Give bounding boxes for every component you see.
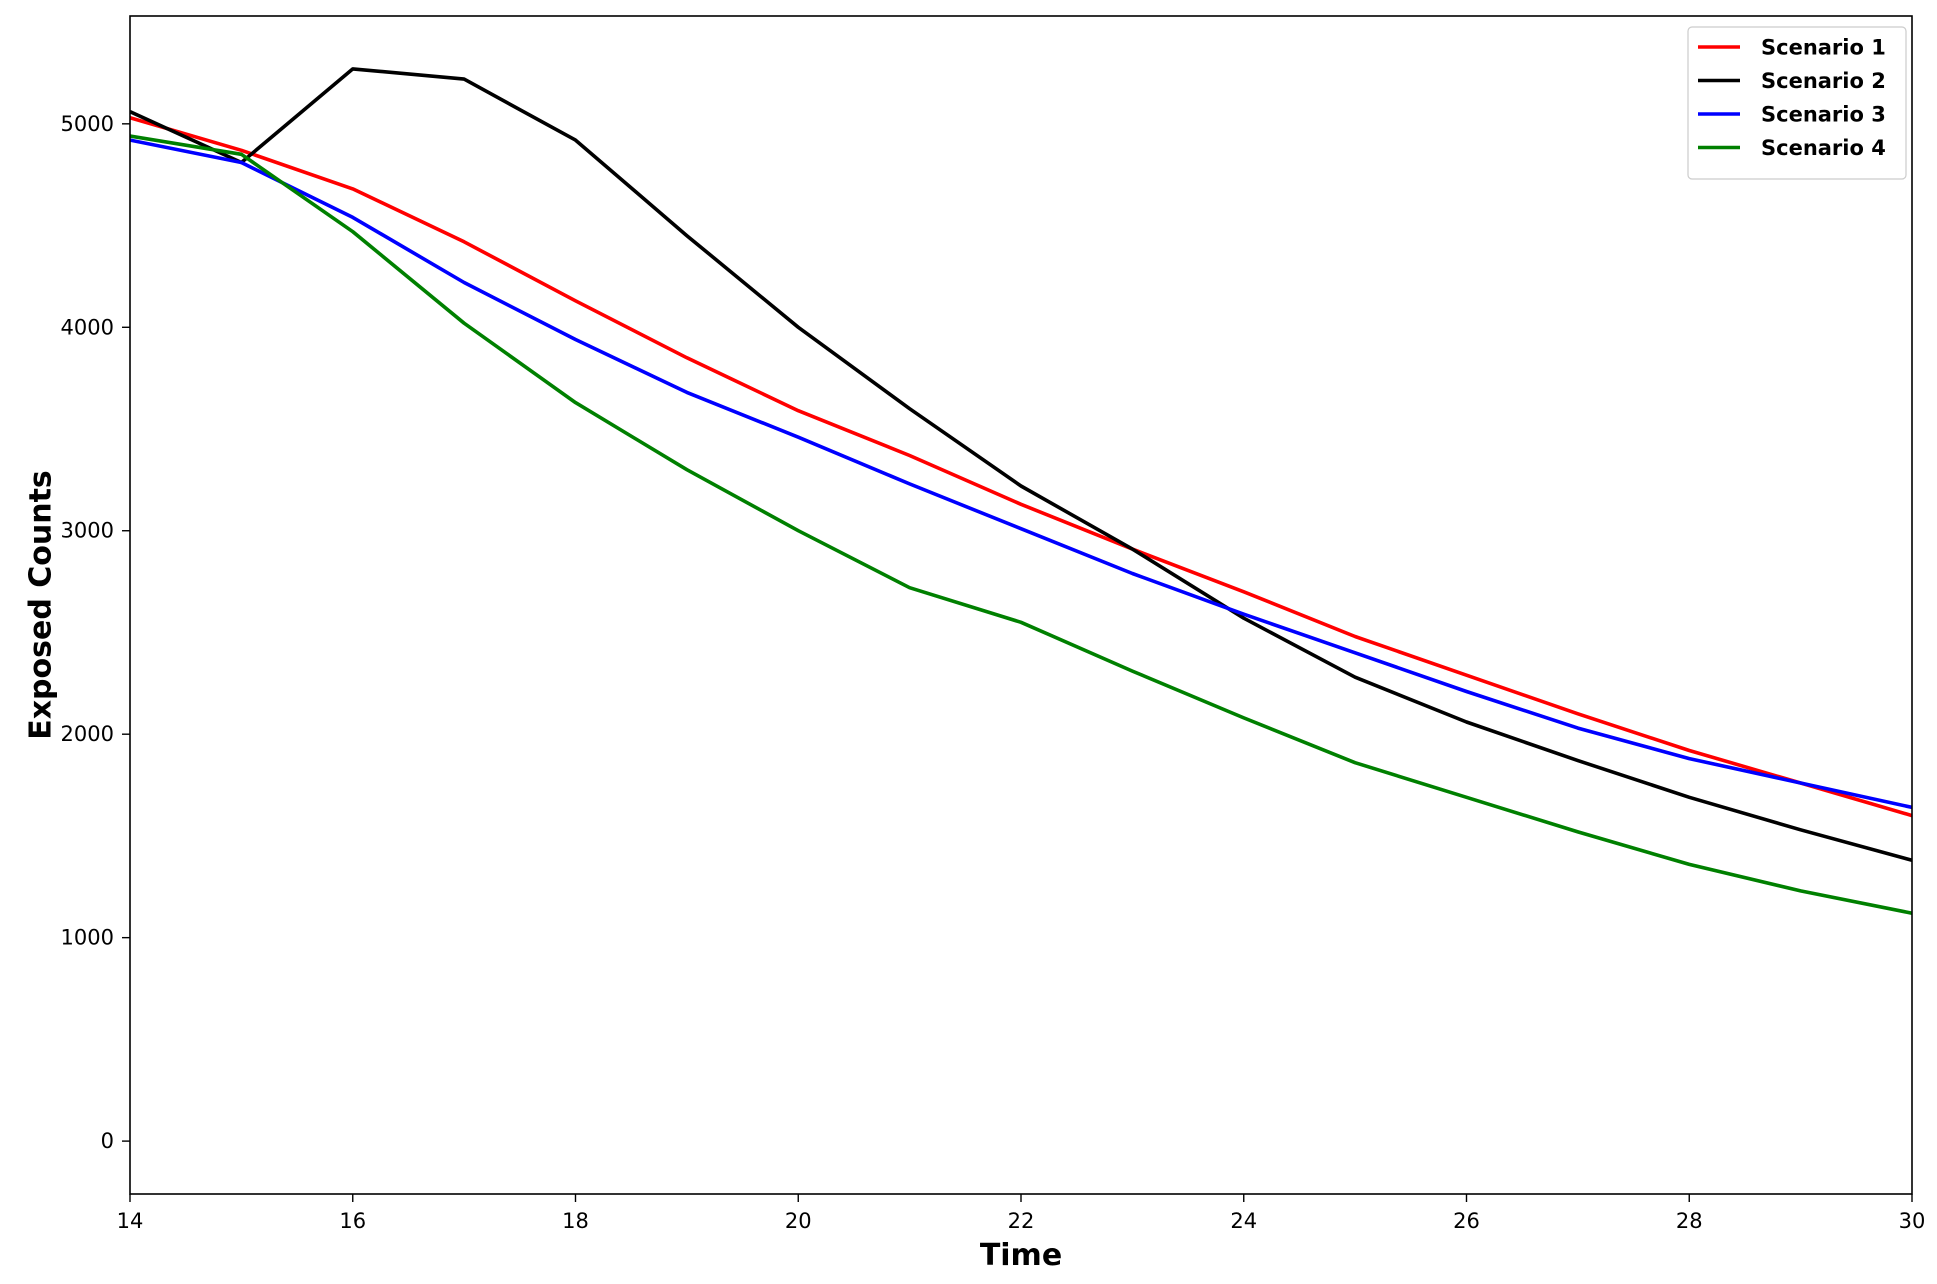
x-tick-label: 30 — [1899, 1209, 1926, 1233]
x-tick-label: 16 — [339, 1209, 366, 1233]
x-axis-title: Time — [980, 1238, 1062, 1273]
series-line-1 — [130, 115, 1912, 818]
y-axis-ticks: 0 1000 2000 3000 4000 5000 — [61, 112, 130, 1153]
x-tick-label: 18 — [562, 1209, 589, 1233]
y-tick-label: 0 — [101, 1129, 114, 1153]
x-axis-ticks: 14 16 18 20 22 24 26 28 30 — [117, 1194, 1926, 1233]
series-line-4 — [130, 134, 1912, 915]
legend-label: Scenario 4 — [1761, 136, 1886, 160]
y-tick-label: 4000 — [61, 315, 114, 339]
y-tick-label: 3000 — [61, 519, 114, 543]
plot-frame — [129, 15, 1913, 1195]
y-tick-label: 5000 — [61, 112, 114, 136]
y-axis-title: Exposed Counts — [24, 470, 59, 740]
x-tick-label: 14 — [117, 1209, 144, 1233]
series-line-3 — [130, 138, 1912, 810]
plot-lines — [130, 67, 1912, 915]
legend-box — [1687, 26, 1907, 180]
x-tick-label: 24 — [1230, 1209, 1257, 1233]
legend-label: Scenario 1 — [1761, 36, 1886, 60]
legend: Scenario 1 Scenario 2 Scenario 3 Scenario 4 — [1687, 26, 1907, 180]
legend-label: Scenario 2 — [1761, 69, 1886, 93]
x-tick-label: 22 — [1008, 1209, 1035, 1233]
legend-label: Scenario 3 — [1761, 103, 1886, 127]
x-tick-label: 20 — [785, 1209, 812, 1233]
y-tick-label: 1000 — [61, 926, 114, 950]
series-line-2 — [130, 67, 1912, 863]
x-tick-label: 28 — [1676, 1209, 1703, 1233]
x-tick-label: 26 — [1453, 1209, 1480, 1233]
y-tick-label: 2000 — [61, 722, 114, 746]
